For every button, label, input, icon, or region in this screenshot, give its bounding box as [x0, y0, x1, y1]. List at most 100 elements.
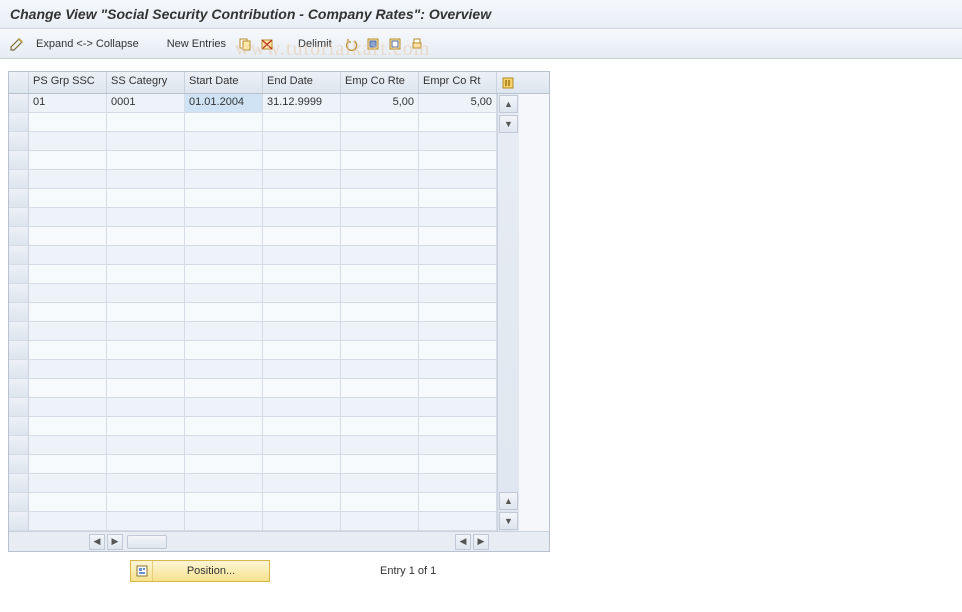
cell-emp_co_rte[interactable] — [341, 322, 419, 341]
cell-start_date[interactable] — [185, 379, 263, 398]
row-selector[interactable] — [9, 284, 29, 303]
cell-end_date[interactable] — [263, 132, 341, 151]
cell-empr_co_rt[interactable] — [419, 360, 497, 379]
row-selector[interactable] — [9, 322, 29, 341]
cell-empr_co_rt[interactable] — [419, 132, 497, 151]
cell-empr_co_rt[interactable] — [419, 113, 497, 132]
cell-start_date[interactable] — [185, 322, 263, 341]
hscroll-thumb[interactable] — [127, 535, 167, 549]
cell-empr_co_rt[interactable] — [419, 436, 497, 455]
select-all-icon[interactable] — [364, 35, 382, 53]
cell-ss_category[interactable] — [107, 341, 185, 360]
cell-start_date[interactable] — [185, 151, 263, 170]
cell-ss_category[interactable] — [107, 170, 185, 189]
cell-emp_co_rte[interactable] — [341, 132, 419, 151]
cell-ps_grp_ssc[interactable] — [29, 360, 107, 379]
cell-emp_co_rte[interactable] — [341, 189, 419, 208]
cell-start_date[interactable] — [185, 132, 263, 151]
cell-end_date[interactable] — [263, 379, 341, 398]
row-selector[interactable] — [9, 151, 29, 170]
cell-ps_grp_ssc[interactable] — [29, 227, 107, 246]
cell-emp_co_rte[interactable] — [341, 284, 419, 303]
column-header-start_date[interactable]: Start Date — [185, 72, 263, 93]
column-header-ps_grp_ssc[interactable]: PS Grp SSC — [29, 72, 107, 93]
cell-start_date[interactable] — [185, 474, 263, 493]
cell-end_date[interactable] — [263, 265, 341, 284]
cell-end_date[interactable] — [263, 227, 341, 246]
cell-ss_category[interactable] — [107, 436, 185, 455]
row-selector[interactable] — [9, 379, 29, 398]
cell-ps_grp_ssc[interactable] — [29, 208, 107, 227]
scroll-down-page-button[interactable]: ▼ — [499, 512, 518, 530]
cell-end_date[interactable] — [263, 493, 341, 512]
row-selector[interactable] — [9, 132, 29, 151]
row-selector[interactable] — [9, 227, 29, 246]
cell-empr_co_rt[interactable] — [419, 474, 497, 493]
cell-ps_grp_ssc[interactable] — [29, 493, 107, 512]
cell-empr_co_rt[interactable] — [419, 493, 497, 512]
cell-ps_grp_ssc[interactable] — [29, 151, 107, 170]
cell-empr_co_rt[interactable] — [419, 455, 497, 474]
cell-emp_co_rte[interactable] — [341, 151, 419, 170]
cell-emp_co_rte[interactable] — [341, 303, 419, 322]
cell-ss_category[interactable] — [107, 493, 185, 512]
cell-start_date[interactable] — [185, 284, 263, 303]
position-button[interactable]: Position... — [130, 560, 270, 582]
cell-ps_grp_ssc[interactable] — [29, 284, 107, 303]
scroll-up-page-button[interactable]: ▲ — [499, 492, 518, 510]
cell-emp_co_rte[interactable] — [341, 341, 419, 360]
scroll-down-button[interactable]: ▼ — [499, 115, 518, 133]
cell-end_date[interactable] — [263, 303, 341, 322]
cell-end_date[interactable]: 31.12.9999 — [263, 94, 341, 113]
cell-end_date[interactable] — [263, 151, 341, 170]
undo-icon[interactable] — [342, 35, 360, 53]
cell-ss_category[interactable] — [107, 284, 185, 303]
cell-ps_grp_ssc[interactable] — [29, 265, 107, 284]
cell-empr_co_rt[interactable] — [419, 322, 497, 341]
column-header-empr_co_rt[interactable]: Empr Co Rt — [419, 72, 497, 93]
cell-ps_grp_ssc[interactable] — [29, 189, 107, 208]
cell-ss_category[interactable] — [107, 132, 185, 151]
cell-start_date[interactable] — [185, 170, 263, 189]
cell-ps_grp_ssc[interactable] — [29, 436, 107, 455]
cell-empr_co_rt[interactable] — [419, 512, 497, 531]
cell-ss_category[interactable] — [107, 151, 185, 170]
cell-start_date[interactable] — [185, 227, 263, 246]
row-selector[interactable] — [9, 341, 29, 360]
scroll-track[interactable] — [498, 134, 519, 491]
cell-ps_grp_ssc[interactable] — [29, 303, 107, 322]
cell-emp_co_rte[interactable] — [341, 360, 419, 379]
cell-ss_category[interactable] — [107, 379, 185, 398]
row-selector[interactable] — [9, 303, 29, 322]
row-selector[interactable] — [9, 436, 29, 455]
row-selector[interactable] — [9, 417, 29, 436]
cell-ps_grp_ssc[interactable] — [29, 455, 107, 474]
cell-ss_category[interactable] — [107, 360, 185, 379]
cell-emp_co_rte[interactable] — [341, 208, 419, 227]
scroll-up-button[interactable]: ▲ — [499, 95, 518, 113]
cell-emp_co_rte[interactable] — [341, 417, 419, 436]
change-icon[interactable] — [8, 35, 26, 53]
row-selector[interactable] — [9, 474, 29, 493]
cell-end_date[interactable] — [263, 360, 341, 379]
cell-start_date[interactable] — [185, 246, 263, 265]
cell-start_date[interactable] — [185, 398, 263, 417]
cell-ps_grp_ssc[interactable] — [29, 246, 107, 265]
cell-empr_co_rt[interactable] — [419, 398, 497, 417]
row-selector[interactable] — [9, 493, 29, 512]
cell-ps_grp_ssc[interactable] — [29, 398, 107, 417]
cell-ps_grp_ssc[interactable] — [29, 474, 107, 493]
cell-empr_co_rt[interactable] — [419, 284, 497, 303]
cell-start_date[interactable] — [185, 436, 263, 455]
cell-empr_co_rt[interactable]: 5,00 — [419, 94, 497, 113]
row-selector[interactable] — [9, 189, 29, 208]
cell-emp_co_rte[interactable] — [341, 436, 419, 455]
delimit-button[interactable]: Delimit — [292, 38, 338, 50]
cell-empr_co_rt[interactable] — [419, 227, 497, 246]
cell-start_date[interactable] — [185, 360, 263, 379]
cell-start_date[interactable] — [185, 208, 263, 227]
cell-end_date[interactable] — [263, 113, 341, 132]
cell-emp_co_rte[interactable] — [341, 170, 419, 189]
cell-end_date[interactable] — [263, 417, 341, 436]
cell-end_date[interactable] — [263, 208, 341, 227]
